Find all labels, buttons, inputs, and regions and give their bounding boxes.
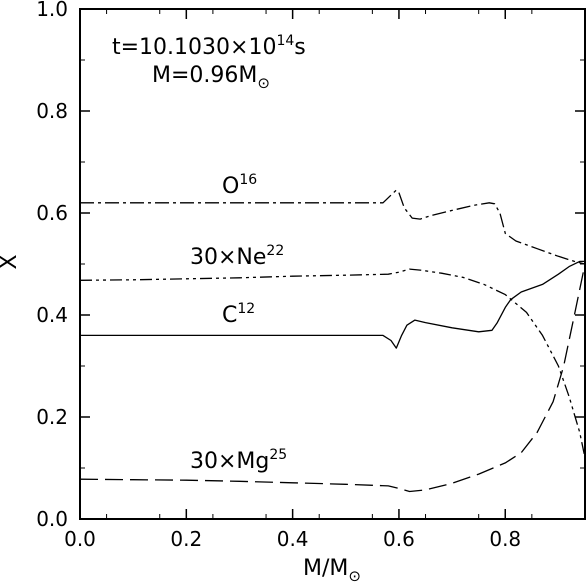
series-line-1 [79,268,586,458]
time-annotation-text: t=10.1030×10 [112,35,276,60]
series-label-mg25-mass: 25 [269,447,287,463]
y-tick-label: 0.4 [36,303,68,327]
series-line-0 [80,189,586,265]
x-tick-label: 0.6 [383,527,415,551]
x-tick-label: 0.4 [277,527,309,551]
x-tick-label: 0.0 [64,527,96,551]
y-tick-label: 0.8 [36,99,68,123]
x-tick-label: 0.8 [489,527,521,551]
series-label-mg25: 30×Mg25 [190,447,287,474]
y-tick-label: 0.2 [36,405,68,429]
mass-annotation-subscript: ⊙ [257,74,270,92]
x-tick-label: 0.2 [170,527,202,551]
time-annotation-exponent: 14 [276,33,294,49]
series-label-c12-mass: 12 [237,301,255,317]
series-label-ne22-name: 30×Ne [190,245,266,270]
x-axis-label-main: M/M [303,556,348,581]
series-line-3 [79,263,586,493]
series-label-ne22: 30×Ne22 [190,243,284,270]
time-annotation-unit: s [294,35,305,60]
series-label-ne22-mass: 22 [266,243,284,259]
series-line-2 [80,260,585,349]
y-tick-label: 0.6 [36,201,68,225]
series-label-c12-name: C [222,303,237,328]
ticks: 0.0 0.2 0.4 0.6 0.8 0.0 0.2 0.4 0.6 0.8 1.0 [36,0,586,551]
y-tick-label: 1.0 [36,0,68,21]
series-label-o16-mass: 16 [239,172,257,188]
mass-annotation: M=0.96M⊙ [152,63,270,92]
time-annotation: t=10.1030×1014s [112,33,306,60]
series-label-mg25-name: 30×Mg [190,449,269,474]
series-layer [79,189,586,493]
y-tick-label: 0.0 [36,507,68,531]
mass-annotation-text: M=0.96M [152,63,257,88]
y-axis-label: X [0,254,22,269]
series-label-c12: C12 [222,301,255,328]
series-label-o16-name: O [222,174,239,199]
x-axis-label: M/M⊙ [303,556,361,585]
x-axis-label-sub: ⊙ [348,567,361,585]
series-label-o16: O16 [222,172,257,199]
